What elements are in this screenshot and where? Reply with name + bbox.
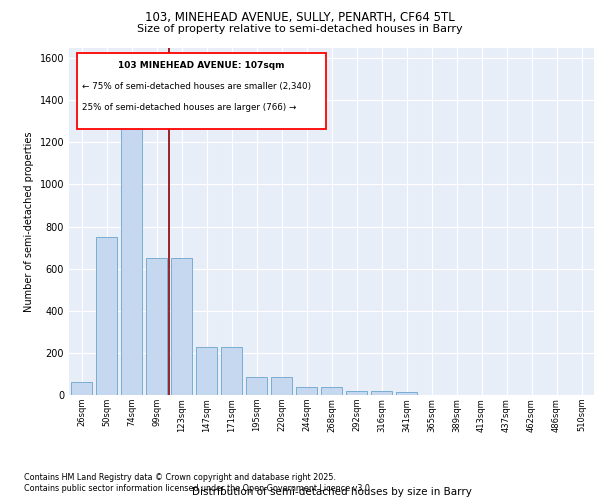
Y-axis label: Number of semi-detached properties: Number of semi-detached properties	[24, 131, 34, 312]
Bar	[246, 377, 267, 395]
Bar	[71, 382, 92, 395]
Bar	[171, 258, 192, 395]
Bar	[196, 346, 217, 395]
Bar	[121, 121, 142, 395]
Bar	[346, 391, 367, 395]
Text: Size of property relative to semi-detached houses in Barry: Size of property relative to semi-detach…	[137, 24, 463, 34]
X-axis label: Distribution of semi-detached houses by size in Barry: Distribution of semi-detached houses by …	[191, 487, 472, 497]
Text: 25% of semi-detached houses are larger (766) →: 25% of semi-detached houses are larger (…	[82, 103, 296, 112]
Bar	[396, 392, 417, 395]
Bar	[371, 391, 392, 395]
Text: 103 MINEHEAD AVENUE: 107sqm: 103 MINEHEAD AVENUE: 107sqm	[118, 62, 285, 70]
Bar	[96, 237, 117, 395]
Bar	[221, 346, 242, 395]
FancyBboxPatch shape	[77, 52, 326, 129]
Bar	[146, 258, 167, 395]
Bar	[271, 377, 292, 395]
Text: Contains public sector information licensed under the Open Government Licence v3: Contains public sector information licen…	[24, 484, 373, 493]
Bar	[296, 386, 317, 395]
Bar	[321, 386, 342, 395]
Text: Contains HM Land Registry data © Crown copyright and database right 2025.: Contains HM Land Registry data © Crown c…	[24, 472, 336, 482]
Text: ← 75% of semi-detached houses are smaller (2,340): ← 75% of semi-detached houses are smalle…	[82, 82, 311, 92]
Text: 103, MINEHEAD AVENUE, SULLY, PENARTH, CF64 5TL: 103, MINEHEAD AVENUE, SULLY, PENARTH, CF…	[145, 11, 455, 24]
